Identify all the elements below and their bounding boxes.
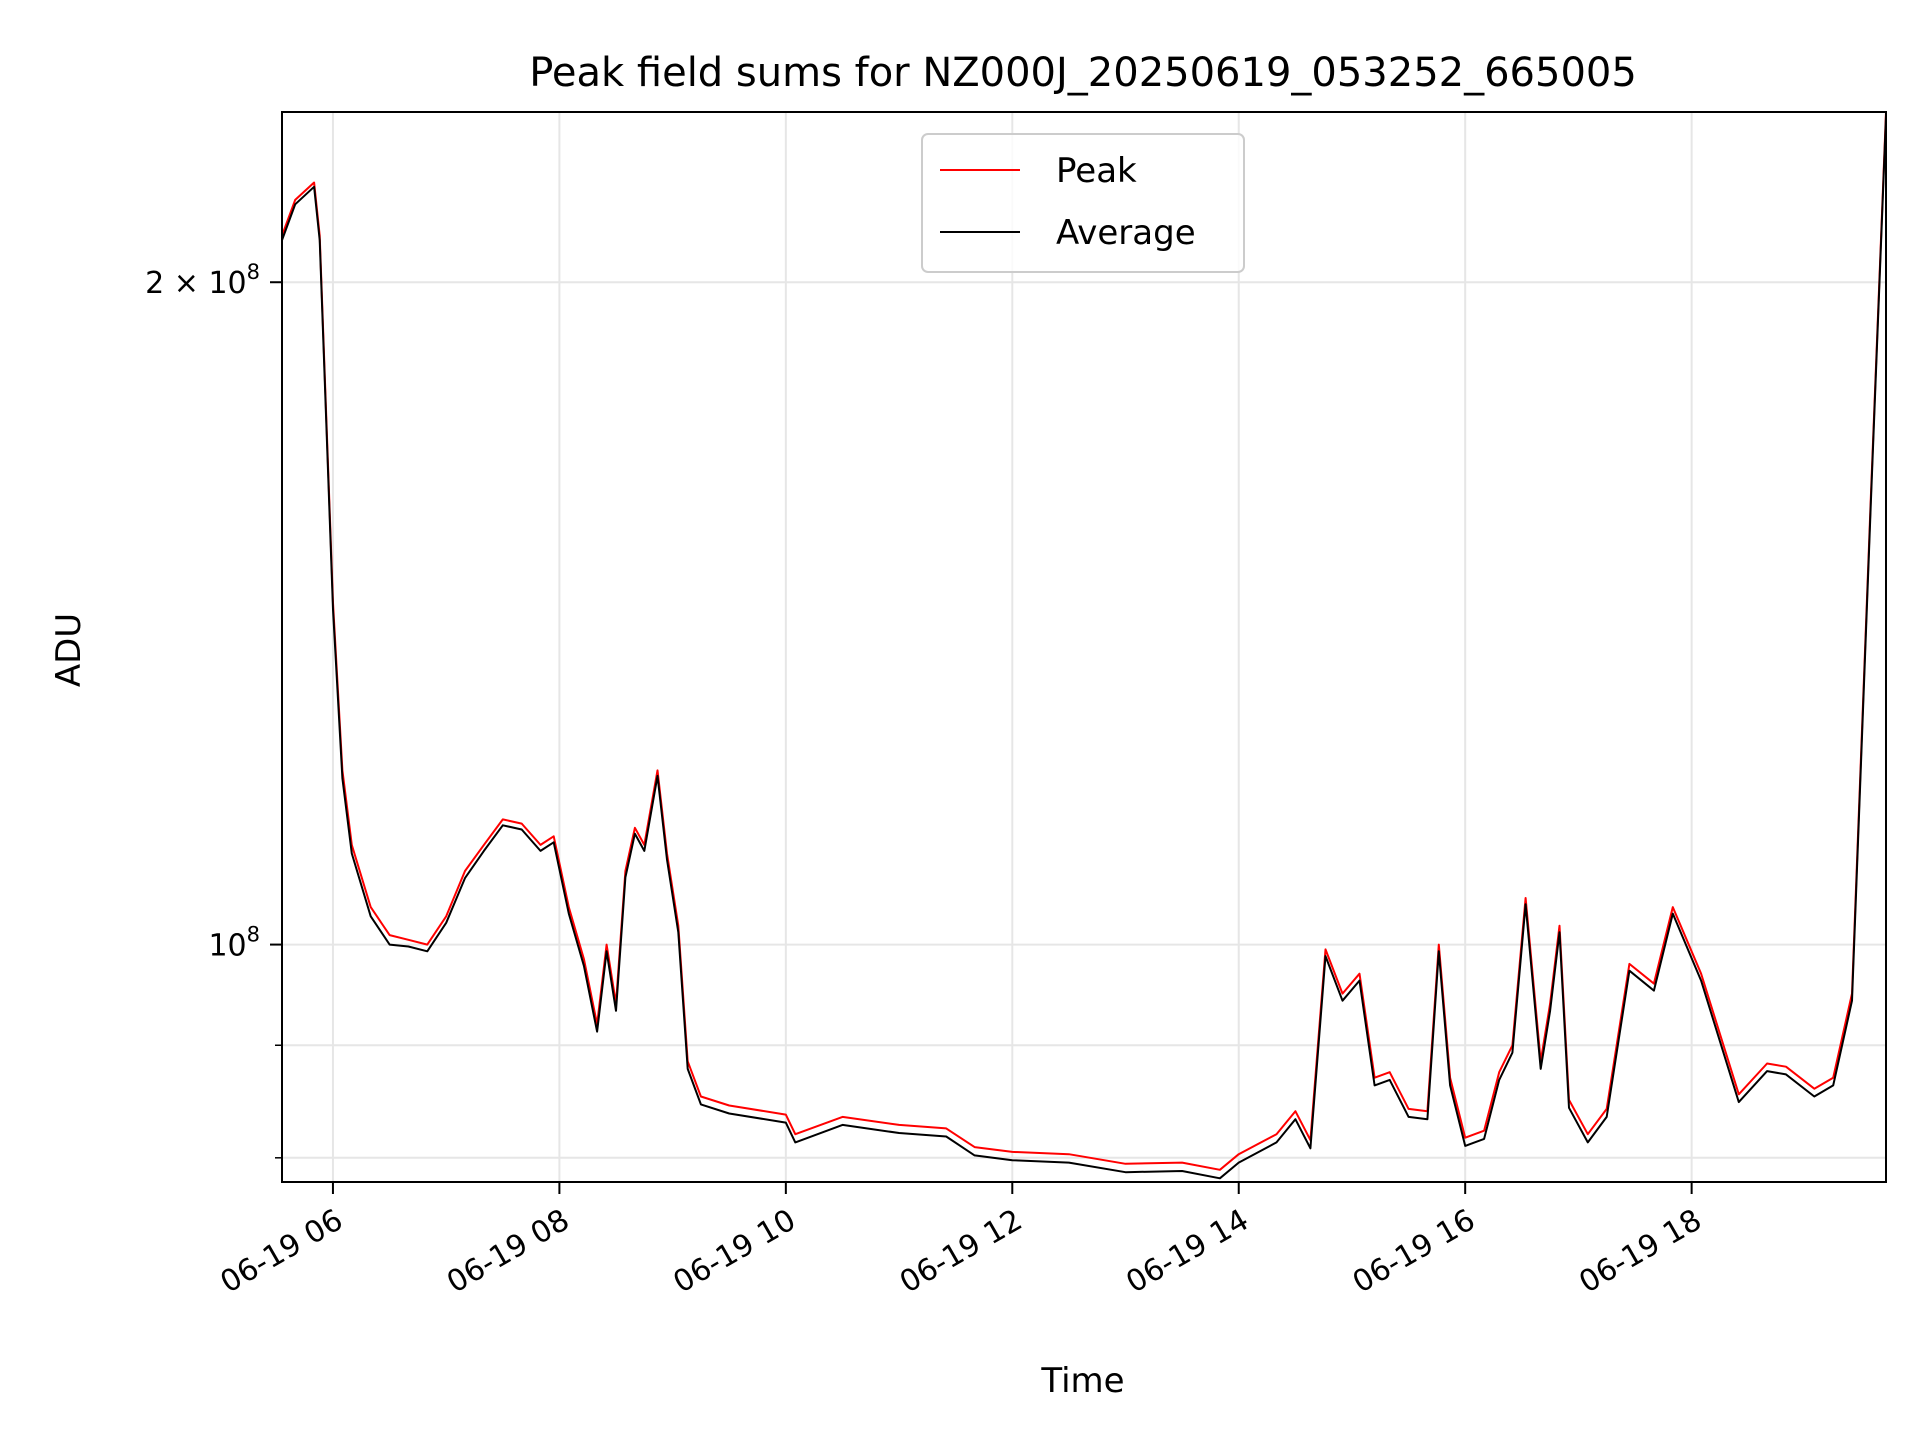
plot-layer bbox=[282, 112, 1886, 1180]
legend-box bbox=[921, 133, 1245, 273]
y-tick-label: 2 × 108 bbox=[145, 260, 260, 301]
x-axis-label: Time bbox=[1040, 1361, 1124, 1401]
legend: Peak Average bbox=[921, 133, 1245, 273]
legend-label-average: Average bbox=[1056, 213, 1196, 253]
chart-title: Peak field sums for NZ000J_20250619_0532… bbox=[529, 50, 1637, 96]
plot-frame bbox=[281, 111, 1887, 1183]
y-tick-mantissa: 2 × bbox=[145, 266, 208, 301]
y-tick-base: 10 bbox=[208, 929, 246, 964]
y-axis-label: ADU bbox=[49, 613, 89, 687]
legend-label-peak: Peak bbox=[1056, 151, 1137, 191]
y-tick-exponent: 8 bbox=[247, 260, 260, 284]
y-tick-label: 108 bbox=[208, 923, 260, 964]
series-line-peak bbox=[282, 112, 1886, 1171]
y-tick-base: 10 bbox=[208, 266, 246, 301]
series-line-average bbox=[282, 115, 1886, 1180]
y-tick-exponent: 8 bbox=[247, 923, 260, 947]
